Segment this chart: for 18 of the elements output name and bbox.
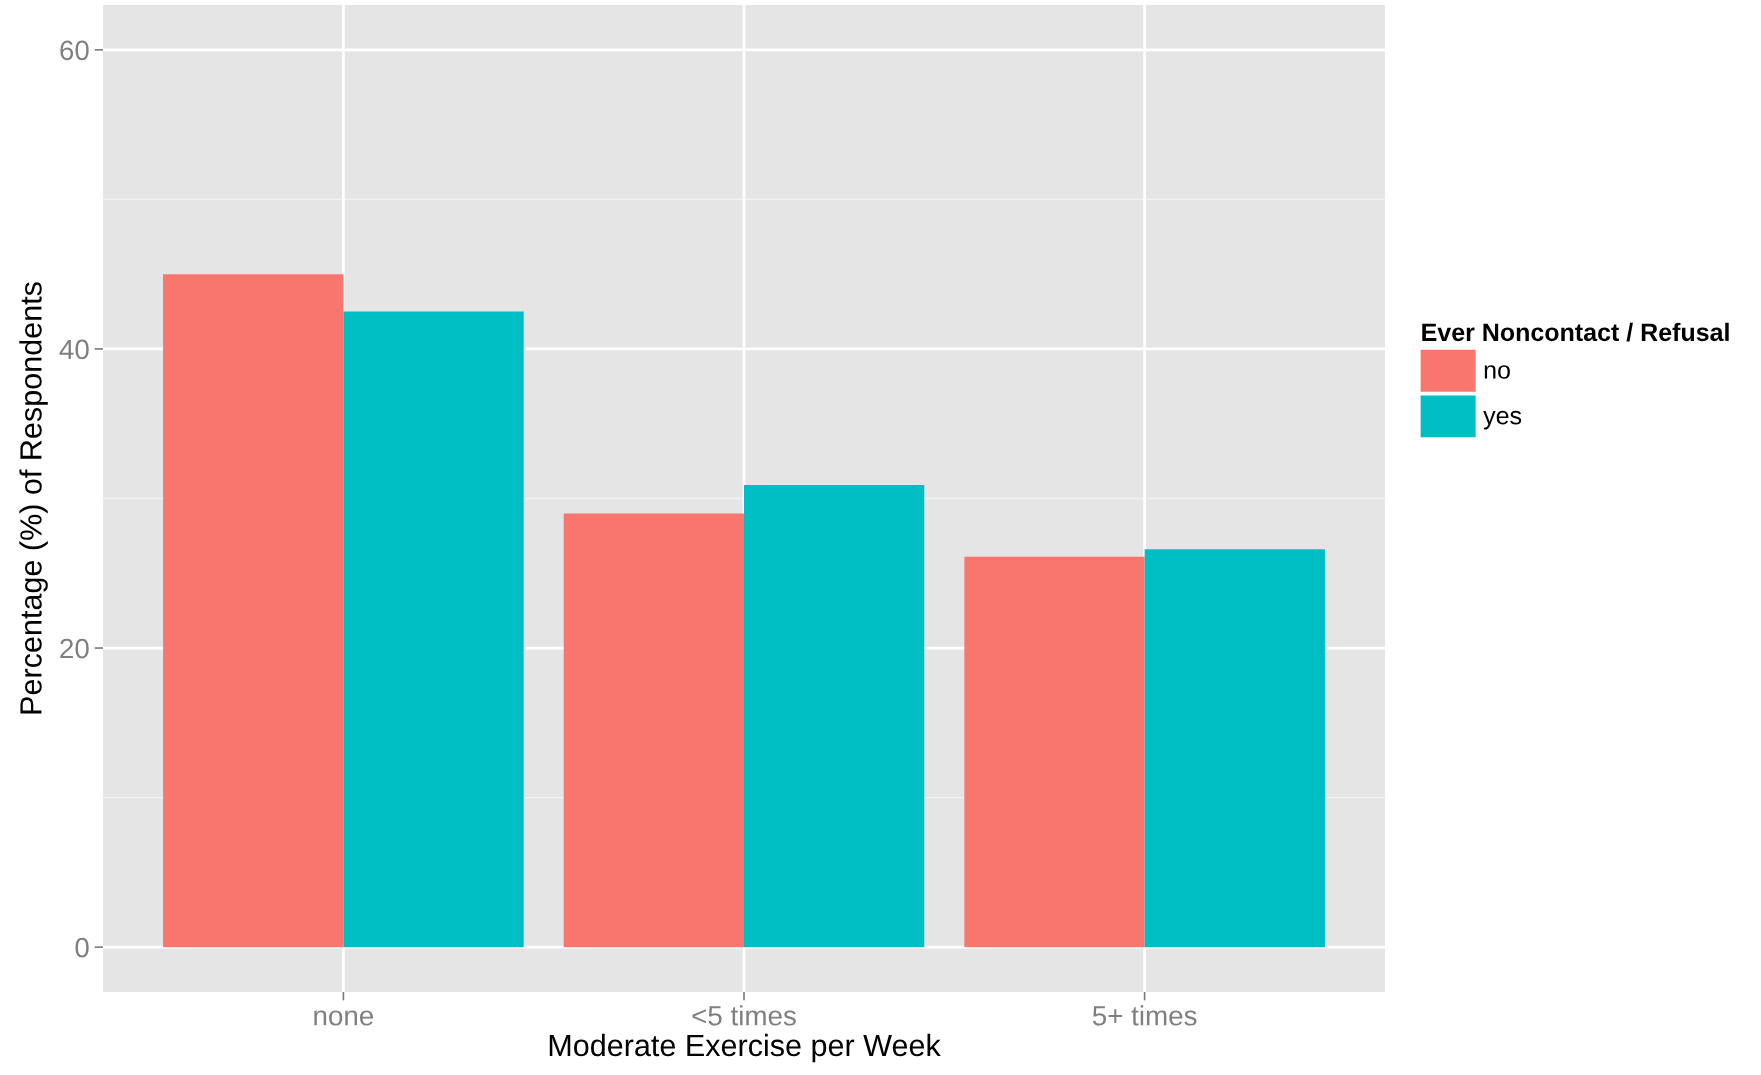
x-tick-label: <5 times xyxy=(692,1005,796,1026)
bar xyxy=(163,274,344,948)
bar xyxy=(964,556,1145,948)
y-axis-title: Percentage (%) of Respondents xyxy=(19,282,48,714)
y-tick-label: 20 xyxy=(60,638,89,659)
legend-label: no xyxy=(1484,365,1510,379)
x-tick-label: 5+ times xyxy=(1092,1005,1197,1026)
x-axis-title: Moderate Exercise per Week xyxy=(549,1033,941,1063)
legend-title: Ever Noncontact / Refusal xyxy=(1422,322,1729,342)
bar xyxy=(343,311,524,948)
y-tick-label: 60 xyxy=(60,40,89,61)
x-tick-label: none xyxy=(314,1010,374,1026)
bar xyxy=(563,513,744,948)
legend-label: yes xyxy=(1483,410,1522,430)
y-tick-label: 40 xyxy=(59,339,89,360)
bar xyxy=(744,485,925,948)
bar xyxy=(1144,549,1325,948)
y-tick-label: 0 xyxy=(75,937,89,958)
